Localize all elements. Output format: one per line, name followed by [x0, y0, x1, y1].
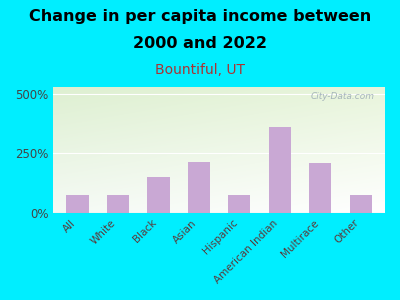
Bar — [350, 195, 372, 213]
Text: Bountiful, UT: Bountiful, UT — [155, 63, 245, 77]
Bar — [66, 195, 89, 213]
Bar — [309, 163, 331, 213]
Text: City-Data.com: City-Data.com — [311, 92, 375, 101]
Bar — [228, 195, 250, 213]
Text: 2000 and 2022: 2000 and 2022 — [133, 36, 267, 51]
Text: Change in per capita income between: Change in per capita income between — [29, 9, 371, 24]
Bar — [147, 177, 170, 213]
Bar — [188, 162, 210, 213]
Bar — [269, 127, 291, 213]
Bar — [107, 195, 129, 213]
